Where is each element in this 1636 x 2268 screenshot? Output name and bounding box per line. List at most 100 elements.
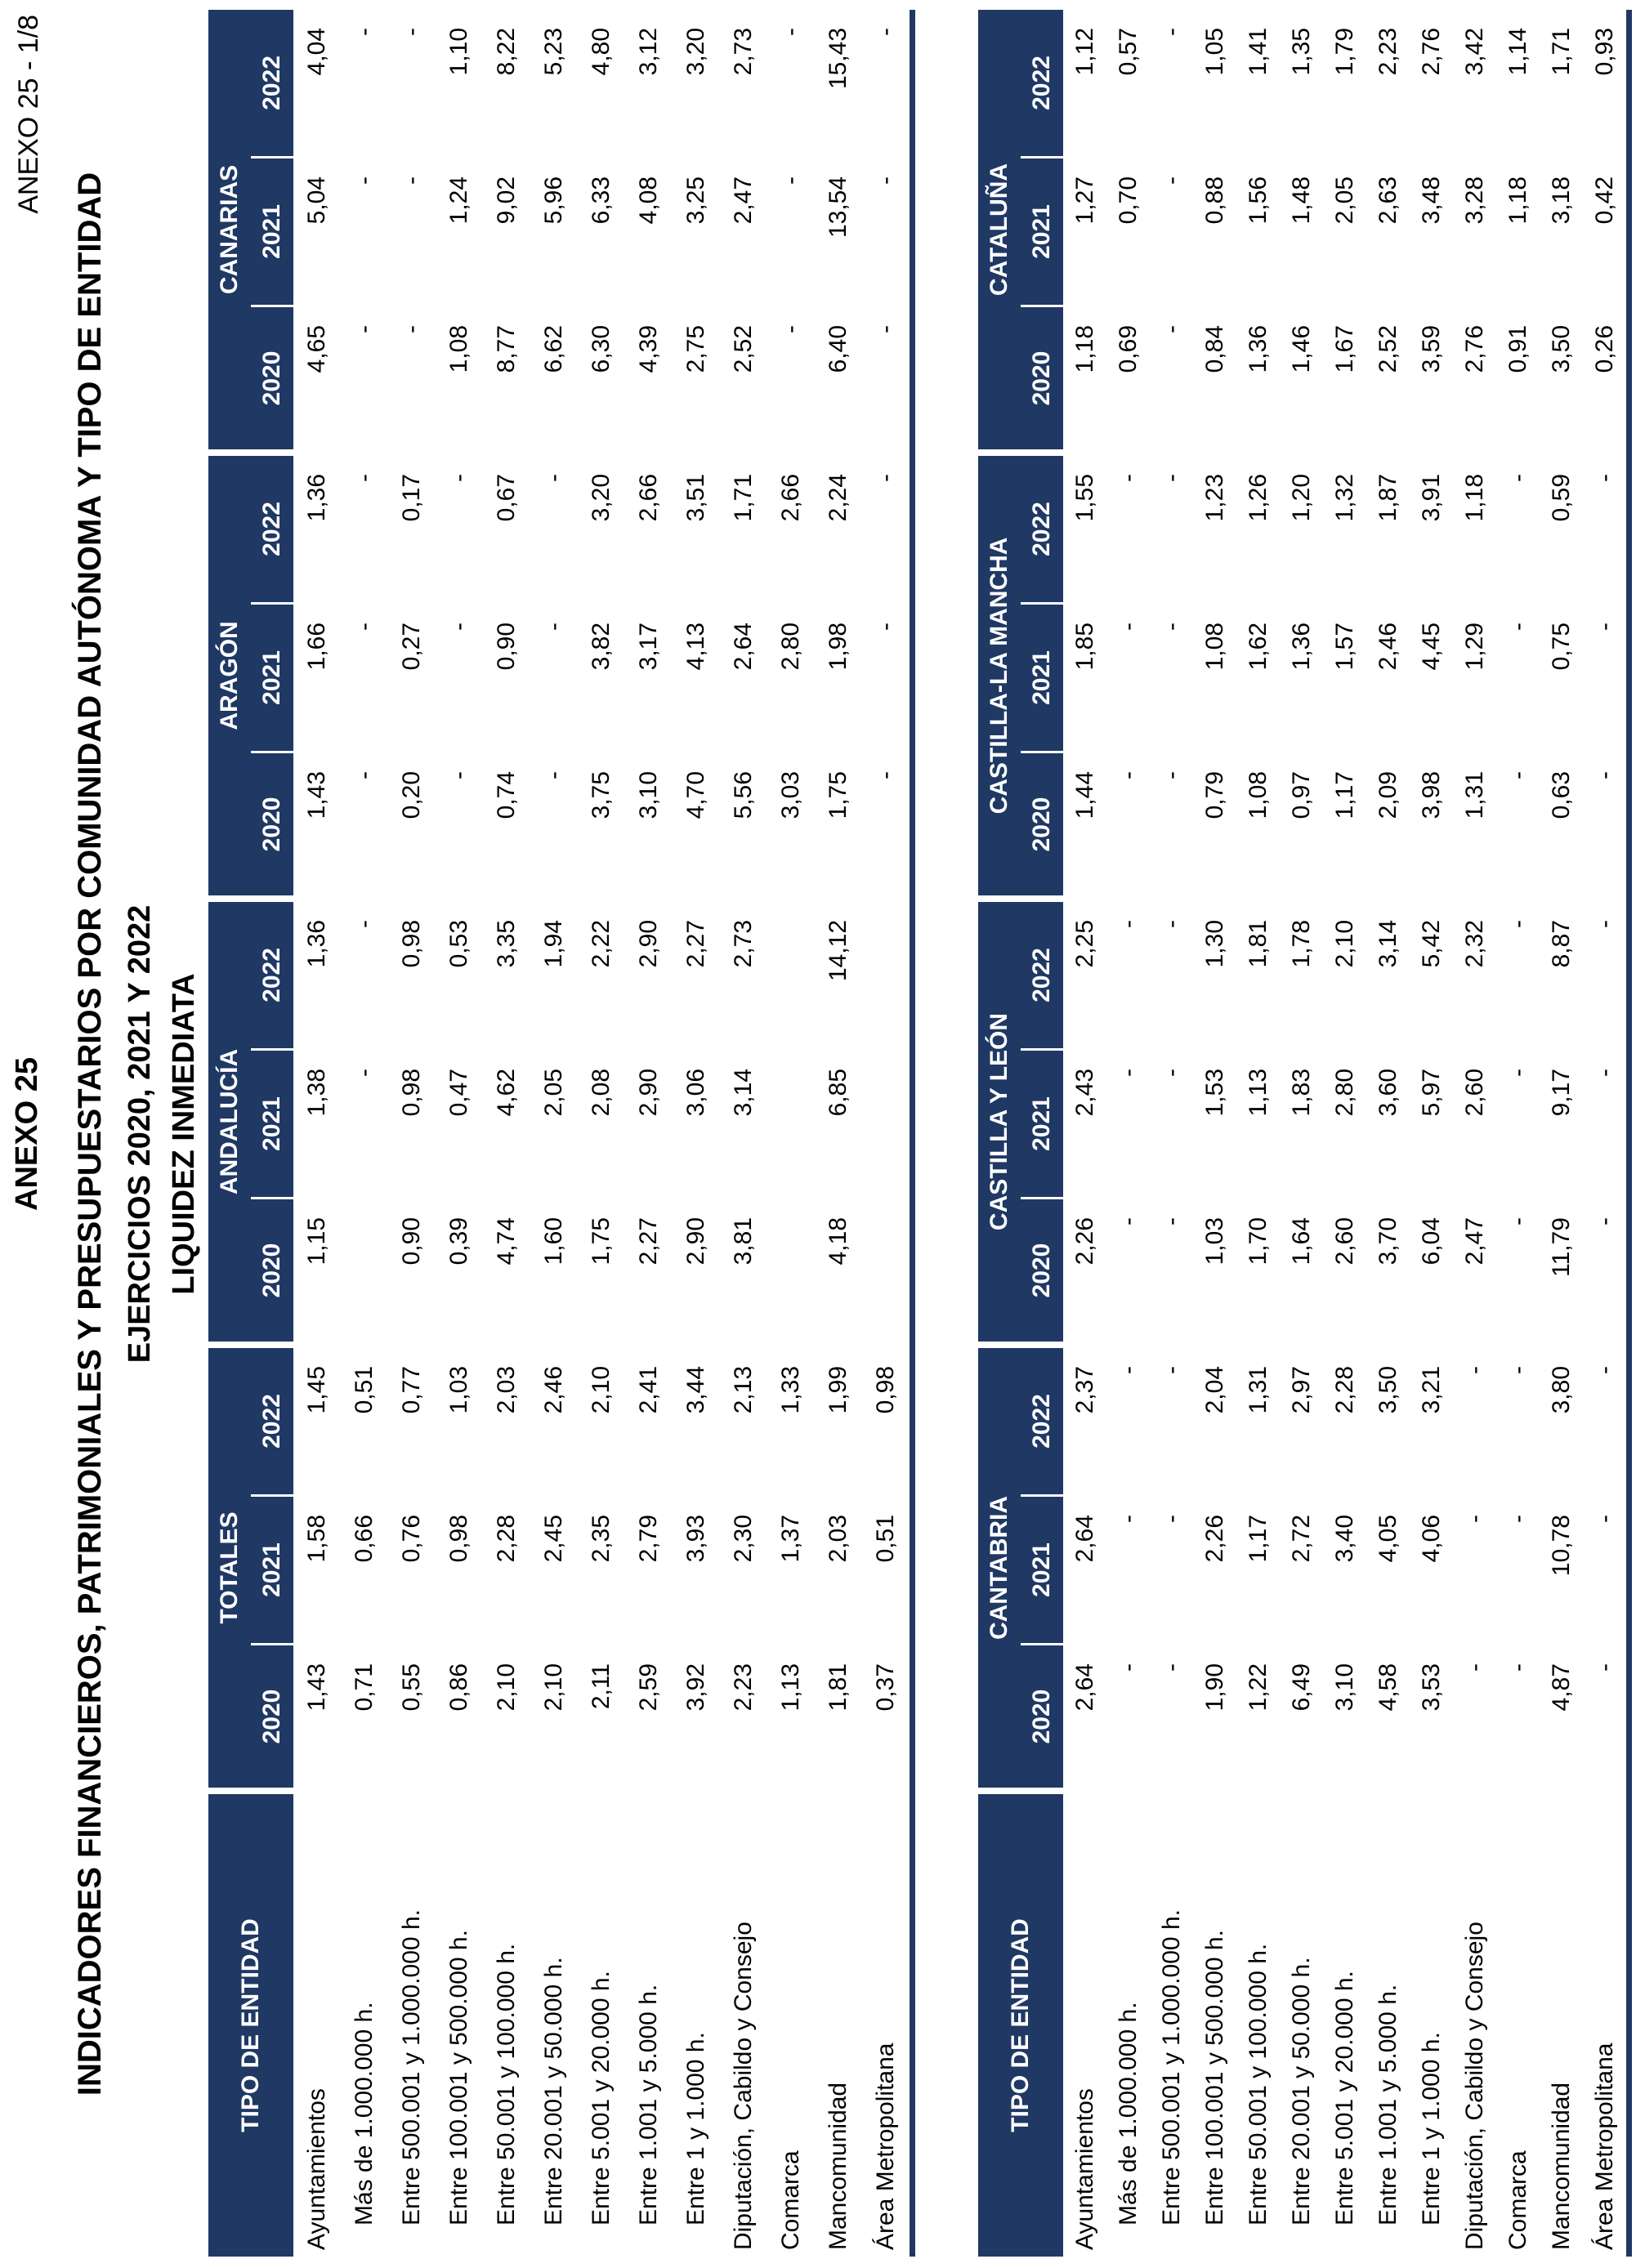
- value-cell: -: [540, 473, 567, 482]
- value-cell: 3,03: [777, 770, 804, 819]
- table-row: Entre 20.001 y 50.000 h. 2,10 2,45 2,46 1,60…: [530, 10, 578, 2257]
- value-cell: -: [1460, 1366, 1488, 1374]
- value-cell: 1,36: [303, 919, 330, 968]
- value-cell: 2,73: [730, 27, 757, 76]
- value-cell: 1,56: [1244, 176, 1272, 225]
- value-cell: -: [1590, 1217, 1618, 1226]
- value-cell: 2,35: [588, 1515, 615, 1563]
- value-cell: 2,10: [493, 1663, 520, 1712]
- value-cell: 2,10: [588, 1366, 615, 1414]
- value-cell: 1,55: [1071, 474, 1098, 522]
- entity-label: Entre 1 y 1.000 h.: [1417, 2032, 1445, 2226]
- region-header-andalucia: ANDALUCÍA: [208, 901, 251, 1348]
- value-cell: 1,44: [1071, 771, 1098, 819]
- value-cell: 2,30: [730, 1515, 757, 1563]
- value-cell: 2,37: [1071, 1366, 1098, 1414]
- entity-label: Más de 1.000.000 h.: [1114, 2002, 1142, 2226]
- value-cell: 1,99: [825, 1366, 852, 1414]
- value-cell: 5,97: [1417, 1069, 1445, 1117]
- value-cell: 1,36: [1287, 623, 1315, 671]
- value-cell: 1,27: [1071, 176, 1098, 225]
- value-cell: 1,38: [303, 1069, 330, 1117]
- value-cell: -: [777, 324, 804, 333]
- value-cell: -: [1157, 1217, 1185, 1226]
- value-cell: 1,33: [777, 1366, 804, 1414]
- value-cell: 1,46: [1287, 325, 1315, 373]
- year-header-canarias-2020: 2020: [251, 306, 293, 456]
- value-cell: 6,30: [588, 324, 615, 373]
- value-cell: 1,15: [303, 1217, 330, 1266]
- value-cell: 2,66: [635, 473, 662, 522]
- table-row: Entre 50.001 y 100.000 h. 2,10 2,28 2,03 4,7…: [483, 10, 530, 2257]
- year-header-castilla-y-leon-2021: 2021: [1021, 1051, 1063, 1199]
- value-cell: -: [1590, 920, 1618, 928]
- value-cell: 0,17: [398, 473, 425, 522]
- value-cell: 1,31: [1460, 771, 1488, 819]
- value-cell: 1,26: [1244, 474, 1272, 522]
- value-cell: 1,67: [1330, 325, 1358, 373]
- value-cell: -: [1504, 920, 1531, 928]
- value-cell: 2,22: [588, 919, 615, 968]
- value-cell: 5,56: [730, 770, 757, 819]
- value-cell: 11,79: [1547, 1217, 1575, 1277]
- value-cell: 0,63: [1547, 771, 1575, 819]
- value-cell: 3,44: [682, 1366, 709, 1414]
- value-cell: 1,37: [777, 1515, 804, 1563]
- value-cell: 4,45: [1417, 623, 1445, 671]
- value-cell: 3,10: [635, 770, 662, 819]
- value-cell: -: [540, 770, 567, 779]
- value-cell: 0,55: [398, 1663, 425, 1712]
- value-cell: 1,78: [1287, 920, 1315, 968]
- value-cell: 0,57: [1114, 27, 1142, 76]
- value-cell: -: [351, 176, 378, 185]
- value-cell: 0,97: [1287, 771, 1315, 819]
- entity-label: Entre 1 y 1.000 h.: [682, 2032, 709, 2226]
- value-cell: 3,18: [1547, 176, 1575, 225]
- table-row: Entre 1 y 1.000 h. 3,53 4,06 3,21 6,04 5,97 5,…: [1410, 10, 1453, 2257]
- value-cell: 0,67: [493, 473, 520, 522]
- year-header-aragon-2020: 2020: [251, 752, 293, 902]
- value-cell: 3,93: [682, 1515, 709, 1563]
- entity-label: Entre 500.001 y 1.000.000 h.: [1157, 1909, 1185, 2226]
- value-cell: 4,62: [493, 1069, 520, 1117]
- value-cell: 1,98: [825, 622, 852, 671]
- value-cell: 9,17: [1547, 1069, 1575, 1117]
- table-row: Entre 1.001 y 5.000 h. 4,58 4,05 3,50 3,70 3,…: [1366, 10, 1410, 2257]
- value-cell: 1,03: [1200, 1217, 1228, 1266]
- value-cell: 1,14: [1504, 27, 1531, 76]
- value-cell: 1,36: [1244, 325, 1272, 373]
- table-row: Diputación, Cabildo y Consejo - - - 2,47 2,60…: [1453, 10, 1496, 2257]
- value-cell: 3,25: [682, 176, 709, 225]
- value-cell: 1,30: [1200, 920, 1228, 968]
- value-cell: 6,62: [540, 324, 567, 373]
- value-cell: 1,94: [540, 919, 567, 968]
- value-cell: 0,47: [445, 1069, 472, 1117]
- value-cell: -: [872, 176, 899, 185]
- value-cell: -: [1157, 1069, 1185, 1077]
- value-cell: -: [1114, 1217, 1142, 1226]
- table-row: Más de 1.000.000 h. 0,71 0,66 0,51 - - - - - - - -: [341, 10, 388, 2257]
- table-row: Entre 1.001 y 5.000 h. 2,59 2,79 2,41 2,27 2,…: [625, 10, 673, 2257]
- value-cell: -: [351, 622, 378, 631]
- value-cell: -: [872, 770, 899, 779]
- value-cell: 1,10: [445, 27, 472, 76]
- entity-label: Ayuntamientos: [303, 2088, 330, 2250]
- value-cell: 1,36: [303, 473, 330, 522]
- year-header-totales-2020: 2020: [251, 1645, 293, 1794]
- value-cell: 0,66: [351, 1515, 378, 1563]
- table-row: Comarca 1,13 1,37 1,33 3,03 2,80 2,66 - - -: [767, 10, 815, 2257]
- value-cell: -: [1157, 325, 1185, 333]
- value-cell: 6,33: [588, 176, 615, 225]
- value-cell: 2,52: [730, 324, 757, 373]
- value-cell: 6,49: [1287, 1663, 1315, 1712]
- value-cell: 1,48: [1287, 176, 1315, 225]
- value-cell: -: [872, 324, 899, 333]
- value-cell: 0,98: [872, 1366, 899, 1414]
- value-cell: 3,17: [635, 622, 662, 671]
- value-cell: 2,13: [730, 1366, 757, 1414]
- value-cell: 10,78: [1547, 1515, 1575, 1577]
- value-cell: 1,08: [1244, 771, 1272, 819]
- value-cell: -: [1114, 920, 1142, 928]
- year-header-canarias-2021: 2021: [251, 158, 293, 307]
